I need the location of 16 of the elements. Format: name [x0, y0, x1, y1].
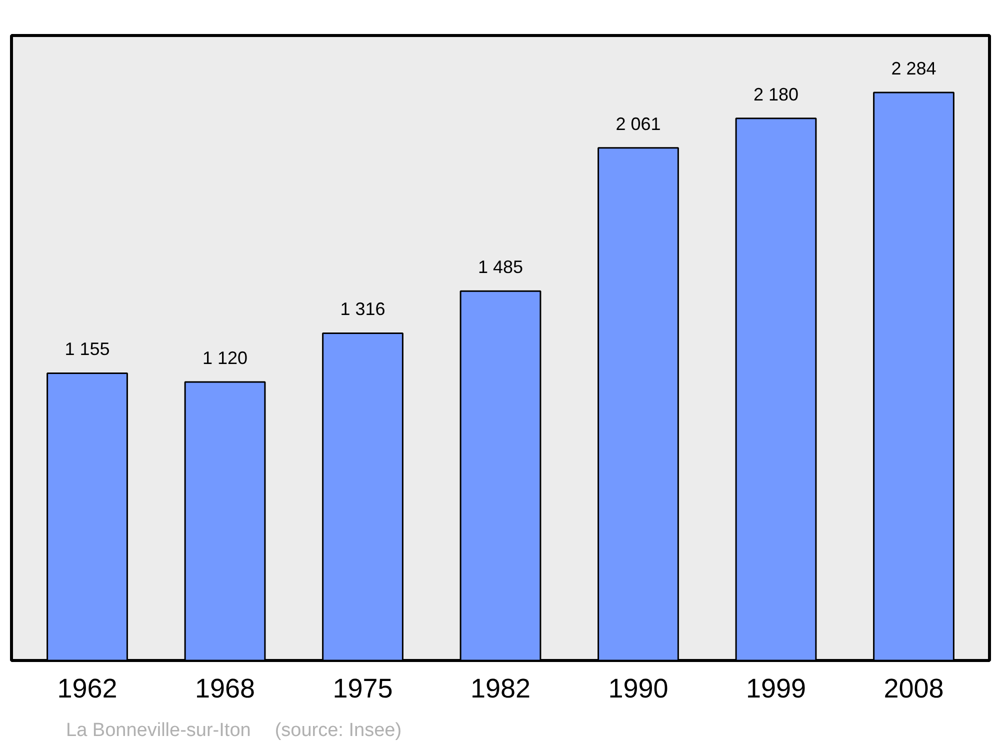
x-tick-label: 1999 [746, 674, 806, 704]
text: (source: Insee) [274, 720, 402, 741]
data-label: 1 485 [478, 257, 524, 278]
data-label: 2 061 [616, 114, 661, 134]
data-label: 2 284 [891, 58, 936, 78]
x-tick-label: 2008 [884, 674, 944, 704]
data-label: 2 180 [753, 84, 799, 104]
data-label: 1 155 [64, 339, 110, 360]
x-tick-label: 1990 [608, 674, 668, 704]
data-label: 1 120 [202, 348, 248, 368]
x-tick-label: 1982 [470, 674, 531, 704]
x-tick-label: 1968 [194, 674, 256, 704]
data-label: 1 316 [340, 299, 386, 320]
text: La Bonneville-sur-Iton [66, 720, 251, 741]
x-tick-label: 1962 [57, 674, 118, 704]
x-tick-label: 1975 [332, 674, 393, 704]
